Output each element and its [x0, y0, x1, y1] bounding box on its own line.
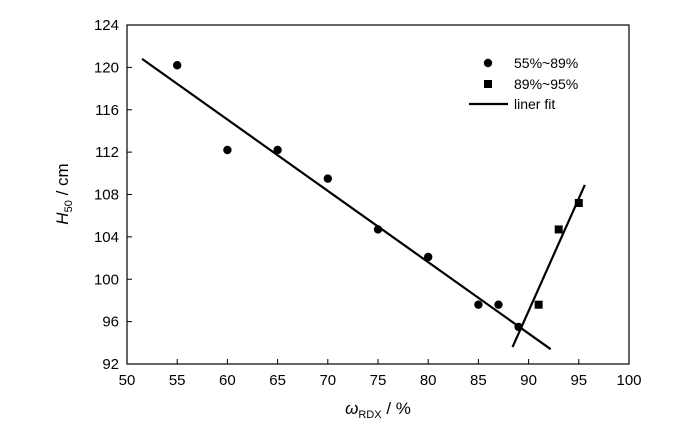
x-axis-label-sub: RDX	[358, 409, 382, 421]
data-point-series-1	[173, 61, 182, 70]
data-point-series-1	[474, 300, 483, 309]
y-axis-label-unit: / cm	[53, 163, 72, 200]
x-tick-label: 55	[169, 372, 186, 389]
y-tick-label: 104	[94, 229, 119, 246]
data-point-series-1	[424, 252, 433, 262]
x-tick-label: 50	[119, 372, 136, 389]
y-tick-label: 92	[102, 356, 119, 373]
data-point-series-2	[534, 300, 543, 309]
data-point-series-1	[273, 145, 282, 155]
data-point-series-2	[554, 225, 563, 234]
y-tick-label: 108	[94, 187, 119, 204]
data-point-series-1	[494, 300, 503, 309]
x-tick-label: 90	[520, 372, 537, 389]
x-tick-label: 75	[370, 372, 387, 389]
fit-line-1	[141, 58, 552, 351]
x-tick-label: 95	[570, 372, 587, 389]
legend: 55%~89% 89%~95% liner fit	[469, 55, 578, 112]
fit-lines	[141, 58, 586, 351]
x-axis-label-unit: / %	[382, 399, 411, 418]
y-axis-label-sub: 50	[63, 200, 75, 212]
data-point-series-2	[574, 198, 583, 207]
x-tick-label: 60	[219, 372, 236, 389]
data-points	[173, 61, 583, 332]
data-point-series-1	[223, 145, 232, 155]
data-point-series-1	[323, 174, 332, 183]
x-tick-label: 100	[616, 372, 641, 389]
y-tick-label: 116	[95, 102, 119, 119]
fit-line-2	[511, 184, 586, 348]
y-tick-label: 100	[94, 271, 119, 288]
y-tick-label: 120	[94, 59, 119, 76]
y-tick-label: 112	[95, 144, 119, 161]
legend-marker-square	[484, 80, 492, 88]
y-axis-label: H50 / cm	[53, 163, 75, 224]
x-tick-label: 85	[470, 372, 487, 389]
legend-label-1: 89%~95%	[514, 76, 578, 92]
x-tick-label: 80	[420, 372, 437, 389]
y-tick-label: 96	[102, 314, 119, 331]
x-tick-label: 70	[319, 372, 336, 389]
x-axis-label: ωRDX / %	[345, 399, 411, 421]
data-point-series-1	[514, 322, 523, 332]
x-tick-label: 65	[269, 372, 286, 389]
y-axis-label-main: H	[53, 212, 72, 225]
x-axis-ticks: 50 55 60 65 70 75 80 85 90 95 100	[119, 359, 642, 389]
data-point-series-1	[373, 225, 383, 234]
y-axis-ticks: 92 96 100 104 108 112 116 120 124	[94, 17, 132, 373]
legend-label-2: liner fit	[514, 96, 555, 112]
legend-marker-circle	[483, 58, 493, 68]
x-axis-label-main: ω	[345, 399, 358, 418]
y-tick-label: 124	[94, 17, 119, 34]
legend-label-0: 55%~89%	[514, 55, 578, 71]
